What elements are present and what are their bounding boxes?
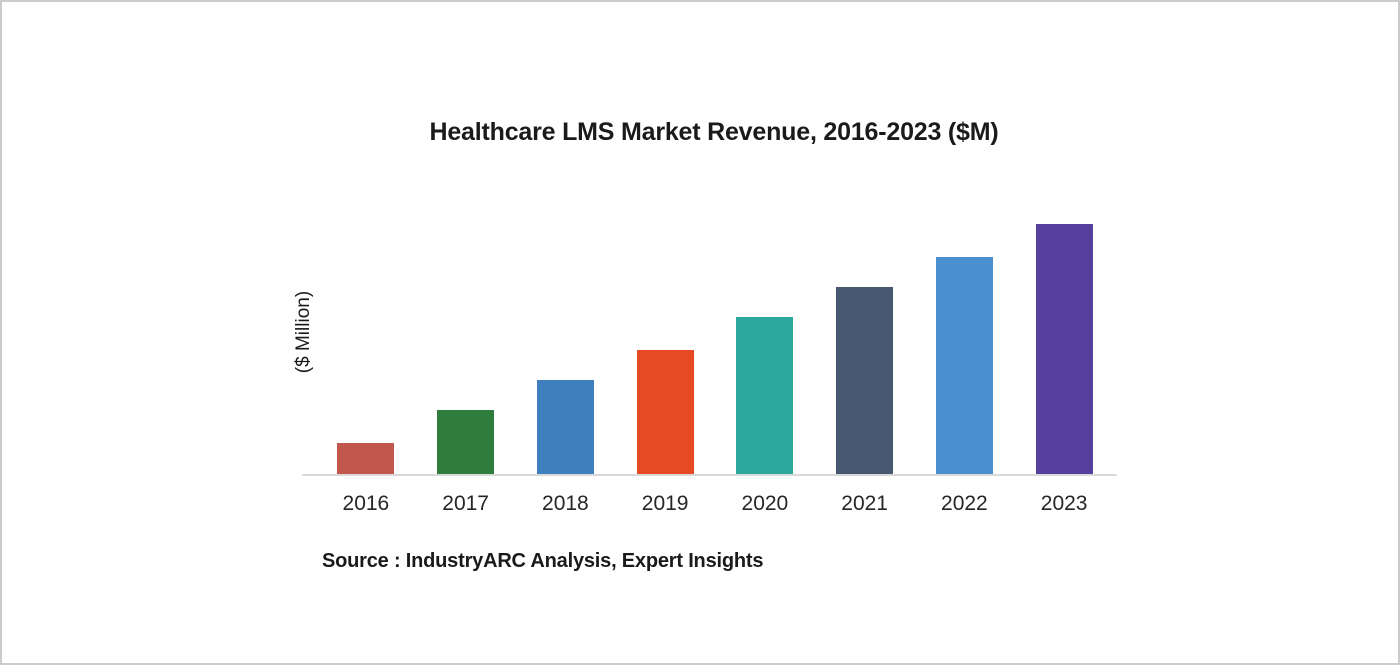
x-tick-label-2022: 2022 (941, 492, 988, 515)
x-axis-labels: 2016 2017 2018 2019 2020 2021 2022 2023 (316, 492, 1114, 516)
bar-column-2022 (915, 224, 1015, 474)
bar-2020 (736, 317, 794, 474)
bar-column-2019 (615, 224, 715, 474)
x-tick-label-2021: 2021 (841, 492, 888, 515)
x-tick-label-2017: 2017 (442, 492, 489, 515)
x-tick-label-2019: 2019 (641, 492, 689, 515)
bar-column-2017 (416, 224, 516, 474)
bar-column-2018 (516, 224, 616, 474)
bar-2022 (935, 257, 993, 474)
x-tick-label-2016: 2016 (342, 492, 390, 515)
chart-title: Healthcare LMS Market Revenue, 2016-2023… (429, 118, 999, 146)
y-axis-label: ($ Million) (293, 290, 314, 374)
bar-column-2021 (815, 224, 915, 474)
bar-2017 (437, 410, 495, 474)
bar-2016 (337, 443, 395, 474)
x-tick-label-2018: 2018 (542, 492, 589, 515)
bar-2019 (636, 350, 694, 474)
bar-column-2020 (715, 224, 815, 474)
bar-column-2023 (1014, 224, 1114, 474)
bar-2023 (1035, 224, 1093, 474)
x-tick-label-2023: 2023 (1040, 492, 1088, 515)
plot-area (316, 224, 1114, 474)
bar-column-2016 (316, 224, 416, 474)
x-axis-line (302, 474, 1117, 476)
x-tick-label-2020: 2020 (741, 492, 789, 515)
bar-2018 (536, 380, 594, 474)
bar-2021 (836, 287, 894, 474)
source-note: Source : IndustryARC Analysis, Expert In… (322, 550, 764, 572)
